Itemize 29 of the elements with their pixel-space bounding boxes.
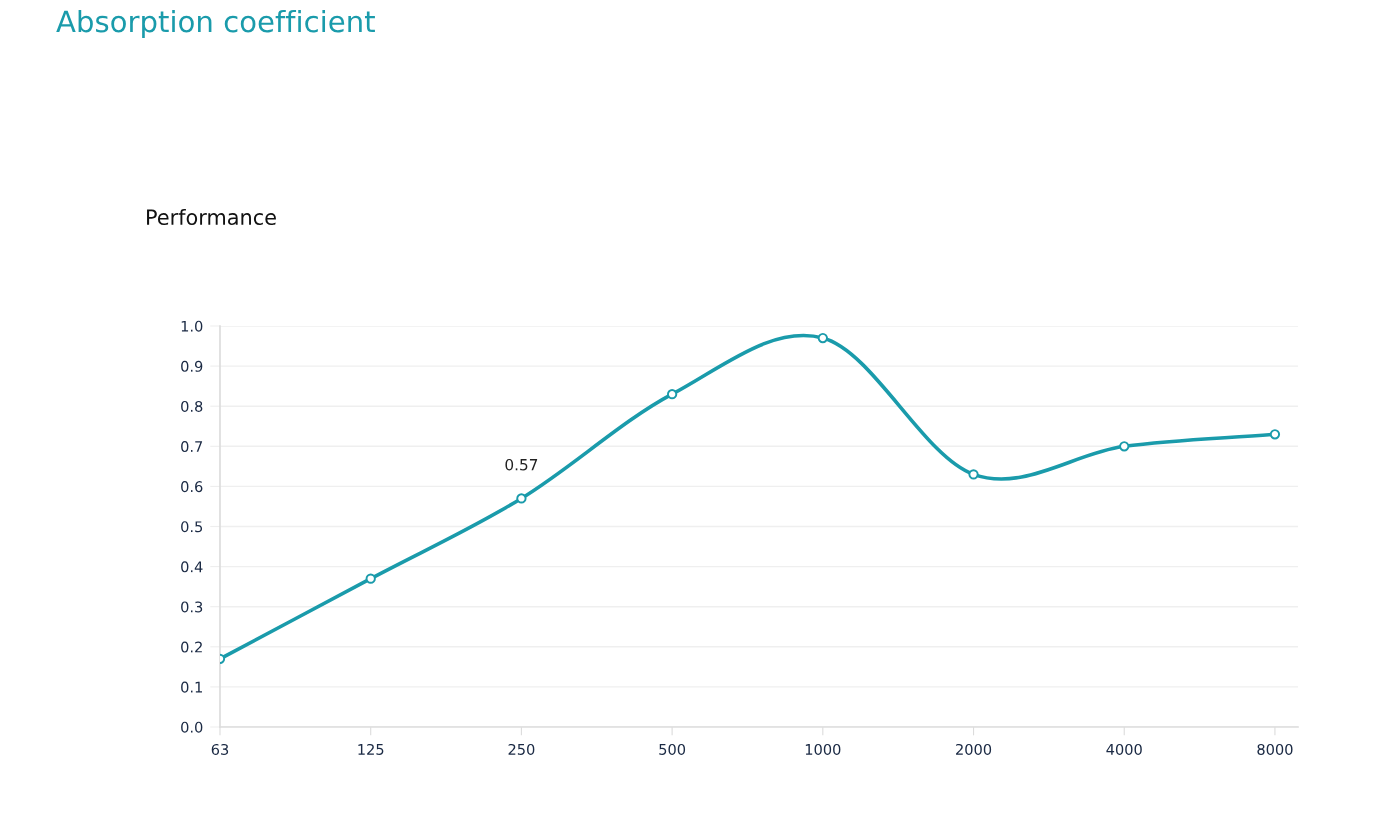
x-tick-label: 125 <box>358 743 384 755</box>
point <box>666 389 678 400</box>
point <box>365 573 376 584</box>
y-tick-label: 0.1 <box>181 681 202 693</box>
x-tick-label: 4000 <box>1106 743 1142 755</box>
data-label: 0.57 <box>505 458 538 471</box>
chart-title: Absorption coefficient <box>56 9 375 39</box>
point <box>968 469 979 480</box>
x-tick-label: 250 <box>508 743 535 755</box>
y-tick-label: 0.9 <box>181 360 203 372</box>
y-tick-label: 0.5 <box>181 521 203 533</box>
chart-subtitle: Performance <box>147 208 276 226</box>
y-tick-label: 0.3 <box>181 601 203 613</box>
x-tick-label: 1000 <box>805 743 841 755</box>
point <box>1269 429 1281 440</box>
y-tick-label: 0.2 <box>181 641 202 653</box>
point <box>1119 441 1130 452</box>
x-tick-label: 2000 <box>956 743 992 755</box>
y-tick-label: 0.4 <box>181 561 203 573</box>
y-tick-label: 1.0 <box>181 320 203 332</box>
y-tick-label: 0.8 <box>181 400 203 412</box>
point <box>516 493 527 504</box>
y-tick-label: 0.6 <box>181 481 203 493</box>
y-tick-label: 0.0 <box>181 721 203 733</box>
point <box>817 332 828 344</box>
x-tick-label: 8000 <box>1257 743 1293 755</box>
y-tick-label: 0.7 <box>181 441 203 453</box>
x-tick-label: 500 <box>659 743 686 755</box>
x-tick-label: 63 <box>211 743 229 755</box>
